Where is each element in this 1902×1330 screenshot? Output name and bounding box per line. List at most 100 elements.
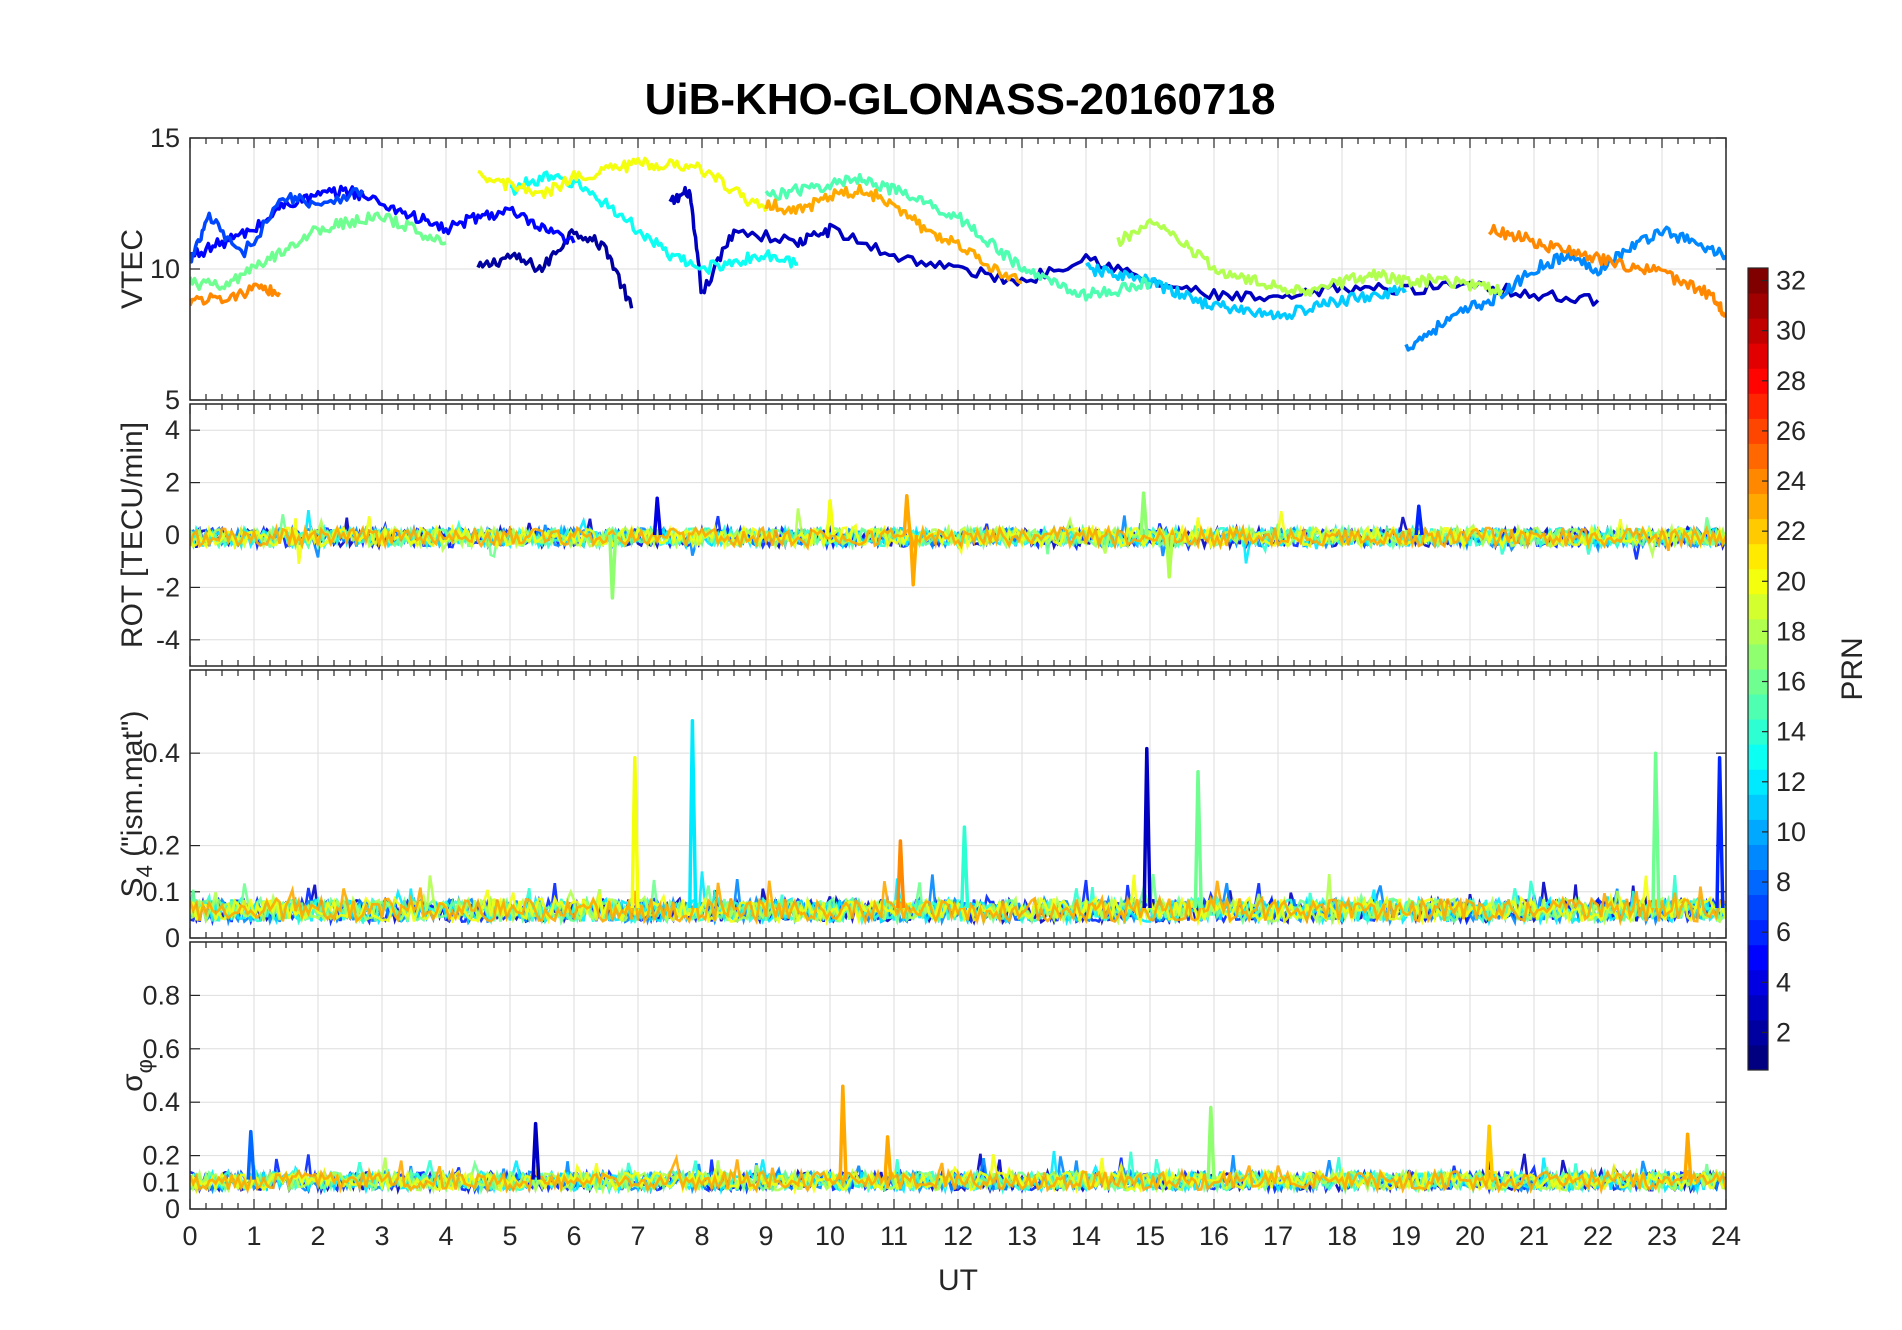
colorbar-swatch: [1748, 643, 1768, 670]
colorbar-swatch: [1748, 669, 1768, 695]
chart-title: UiB-KHO-GLONASS-20160718: [645, 75, 1276, 124]
colorbar-label: PRN: [1836, 637, 1869, 700]
x-tick-label: 11: [880, 1221, 908, 1251]
spike-prn-23: [883, 1135, 893, 1180]
x-tick-label: 0: [182, 1221, 197, 1251]
vtec-series-prn-9: [1404, 225, 1726, 352]
y-axis-label-rest: ("ism.mat"): [116, 711, 149, 866]
vtec-series-prn-24: [1487, 223, 1726, 318]
colorbar-tick-label: 8: [1776, 867, 1791, 897]
y-tick-label: 0.2: [142, 831, 180, 861]
vtec-series-prn-2: [476, 228, 634, 309]
y-axis-label-sub: φ: [132, 1059, 157, 1073]
colorbar-tick-label: 28: [1776, 366, 1806, 396]
x-tick-label: 13: [1007, 1221, 1037, 1251]
colorbar-swatch: [1748, 1019, 1768, 1046]
trace-prn-23: [190, 880, 1726, 927]
colorbar-tick-label: 12: [1776, 767, 1806, 797]
vtec-series-prn-13: [510, 170, 799, 275]
colorbar-swatch: [1748, 518, 1768, 545]
colorbar-swatch: [1748, 944, 1768, 971]
y-tick-label: 0.8: [142, 980, 180, 1010]
y-tick-label: 10: [150, 254, 180, 284]
colorbar-tick-label: 10: [1776, 817, 1806, 847]
y-tick-label: 0.2: [142, 1141, 180, 1171]
trace-prn-20: [190, 511, 1726, 564]
spike-prn-23: [908, 534, 919, 587]
colorbar-swatch: [1748, 1044, 1768, 1071]
series-group: [190, 719, 1726, 927]
colorbar-tick-label: 32: [1776, 266, 1806, 296]
colorbar-swatch: [1748, 393, 1768, 419]
y-axis-label-main: σ: [116, 1073, 149, 1092]
colorbar-swatch: [1748, 593, 1768, 620]
spike-prn-12: [688, 719, 698, 909]
axes-frame: [189, 669, 1727, 939]
colorbar-swatch: [1748, 318, 1768, 344]
spike-prn-6: [1715, 756, 1725, 909]
y-tick-label: 0: [165, 1194, 180, 1224]
spike-prn-20: [825, 499, 835, 536]
colorbar-swatch: [1748, 969, 1768, 996]
vtec-series-prn-7: [190, 187, 365, 264]
spike-prn-17: [608, 534, 618, 600]
colorbar-tick-label: 2: [1776, 1017, 1791, 1047]
colorbar-tick-label: 20: [1776, 566, 1806, 596]
colorbar-swatch: [1748, 894, 1768, 921]
spike-prn-6: [1414, 504, 1424, 536]
y-tick-label: 0: [165, 923, 180, 953]
colorbar-swatch: [1748, 343, 1768, 369]
colorbar-swatch: [1748, 468, 1768, 495]
spike-prn-3: [1142, 746, 1152, 909]
x-tick-label: 16: [1199, 1221, 1229, 1251]
x-tick-label: 8: [694, 1221, 709, 1251]
y-tick-label: 0.4: [142, 1087, 180, 1117]
colorbar-tick-label: 4: [1776, 967, 1791, 997]
colorbar-swatch: [1748, 794, 1768, 820]
y-tick-label: 15: [150, 123, 180, 153]
vtec-series-prn-15: [764, 172, 1152, 302]
y-axis-label: VTEC: [116, 229, 149, 309]
x-tick-label: 23: [1647, 1221, 1677, 1251]
spike-prn-24: [896, 839, 906, 909]
x-tick-label: 19: [1391, 1221, 1421, 1251]
colorbar-swatch: [1748, 919, 1768, 946]
colorbar-swatch: [1748, 769, 1768, 795]
spike-prn-3: [531, 1121, 541, 1180]
spike-prn-23: [838, 1084, 848, 1180]
colorbar-tick-label: 18: [1776, 616, 1806, 646]
panel-1: 5 10 15 VTEC: [116, 123, 1727, 415]
colorbar-swatch: [1748, 744, 1768, 770]
colorbar-swatch: [1748, 994, 1768, 1021]
x-tick-label: 3: [374, 1221, 389, 1251]
y-tick-label: -2: [156, 572, 180, 602]
vtec-series-prn-20: [477, 156, 768, 213]
vtec-series-prn-3: [668, 185, 1600, 307]
colorbar-swatch: [1748, 268, 1768, 294]
panel-3: 00.10.20.4S4 ("ism.mat"): [116, 669, 1727, 953]
y-tick-label: -4: [156, 625, 180, 655]
spike-prn-22: [1484, 1124, 1495, 1180]
colorbar-swatch: [1748, 418, 1768, 444]
colorbar-swatch: [1748, 368, 1768, 394]
y-tick-label: 0: [165, 520, 180, 550]
x-tick-label: 20: [1455, 1221, 1485, 1251]
spike-prn-17: [1206, 1105, 1216, 1180]
vtec-series-prn-5: [190, 184, 576, 259]
trace-prn-23: [190, 523, 1726, 552]
y-tick-label: 0.4: [142, 738, 180, 768]
spike-prn-23: [902, 493, 912, 536]
y-tick-label: 0.6: [142, 1034, 180, 1064]
series-group: [190, 491, 1726, 600]
x-tick-label: 17: [1263, 1221, 1293, 1251]
vtec-series-prn-23: [764, 183, 1023, 285]
x-tick-label: 18: [1327, 1221, 1357, 1251]
x-tick-label: 15: [1135, 1221, 1165, 1251]
spike-prn-17: [1139, 491, 1149, 536]
colorbar-frame: [1747, 267, 1769, 1071]
axes-frame: [189, 941, 1727, 1210]
y-tick-label: 0.1: [142, 1167, 180, 1197]
vtec-series-prn-24: [190, 282, 282, 307]
